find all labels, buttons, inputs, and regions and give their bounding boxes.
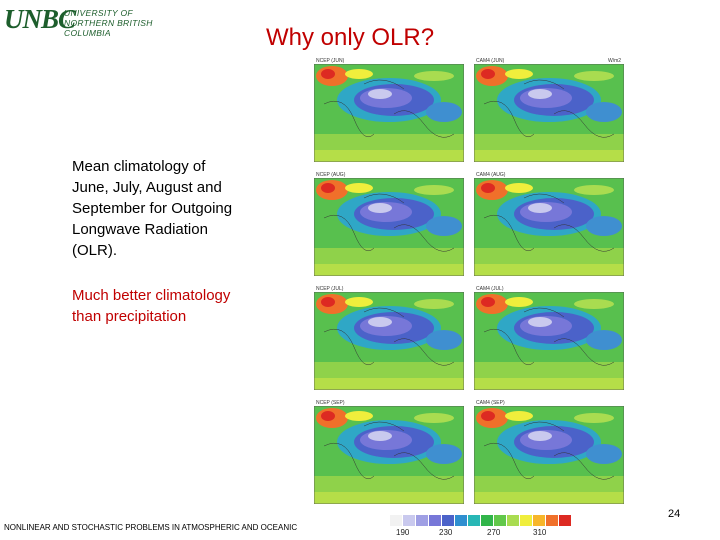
colorbar-tick-270: 270	[487, 528, 501, 537]
colorbar-segment	[494, 515, 507, 526]
panel-label-ncep-jul: NCEP (JUL)	[316, 286, 344, 292]
panel-label-cam4-jul: CAM4 (JUL)	[476, 286, 504, 292]
colorbar	[390, 515, 572, 526]
colorbar-segment	[416, 515, 429, 526]
panel-cam4-sep	[473, 405, 625, 505]
colorbar-segment	[520, 515, 533, 526]
colorbar-segment	[468, 515, 481, 526]
colorbar-tick-310: 310	[533, 528, 547, 537]
panel-label-ncep-sep: NCEP (SEP)	[316, 400, 345, 406]
colorbar-segment	[533, 515, 546, 526]
panel-label-ncep-aug: NCEP (AUG)	[316, 172, 346, 178]
logo-line-1: UNIVERSITY OF	[64, 8, 133, 18]
panel-label-cam4-jun: CAM4 (JUN)	[476, 58, 505, 64]
panel-ncep-sep	[313, 405, 465, 505]
colorbar-segment	[455, 515, 468, 526]
panel-ncep-jul	[313, 291, 465, 391]
colorbar-segment	[442, 515, 455, 526]
units-label: W/m2	[608, 58, 622, 64]
colorbar-segment	[390, 515, 403, 526]
panel-cam4-jul	[473, 291, 625, 391]
colorbar-segment	[481, 515, 494, 526]
page-number: 24	[668, 508, 681, 520]
slide-title: Why only OLR?	[266, 24, 435, 51]
olr-climatology-figure: NCEP (JUN) CAM4 (JUN) NCEP (AUG) CAM4 (A…	[306, 58, 638, 540]
logo-line-2: NORTHERN BRITISH COLUMBIA	[64, 18, 153, 38]
colorbar-segment	[546, 515, 559, 526]
logo-mark: UNBC	[4, 4, 76, 34]
panel-label-cam4-aug: CAM4 (AUG)	[476, 172, 506, 178]
description-text: Mean climatology of June, July, August a…	[72, 158, 233, 259]
panel-label-cam4-sep: CAM4 (SEP)	[476, 400, 505, 406]
unbc-logo: UNBC UNIVERSITY OF NORTHERN BRITISH COLU…	[4, 4, 194, 38]
panel-label-ncep-jun: NCEP (JUN)	[316, 58, 345, 64]
colorbar-tick-190: 190	[396, 528, 410, 537]
colorbar-tick-230: 230	[439, 528, 453, 537]
colorbar-segment	[507, 515, 520, 526]
colorbar-segment	[559, 515, 572, 526]
panel-ncep-aug	[313, 177, 465, 277]
panel-cam4-aug	[473, 177, 625, 277]
panel-ncep-jun	[313, 63, 465, 163]
colorbar-segment	[429, 515, 442, 526]
panel-cam4-jun	[473, 63, 625, 163]
colorbar-segment	[403, 515, 416, 526]
footer-text: NONLINEAR AND STOCHASTIC PROBLEMS IN ATM…	[4, 523, 298, 532]
logo-text: UNIVERSITY OF NORTHERN BRITISH COLUMBIA	[64, 8, 194, 38]
highlight-text: Much better climatology than precipitati…	[72, 287, 231, 325]
